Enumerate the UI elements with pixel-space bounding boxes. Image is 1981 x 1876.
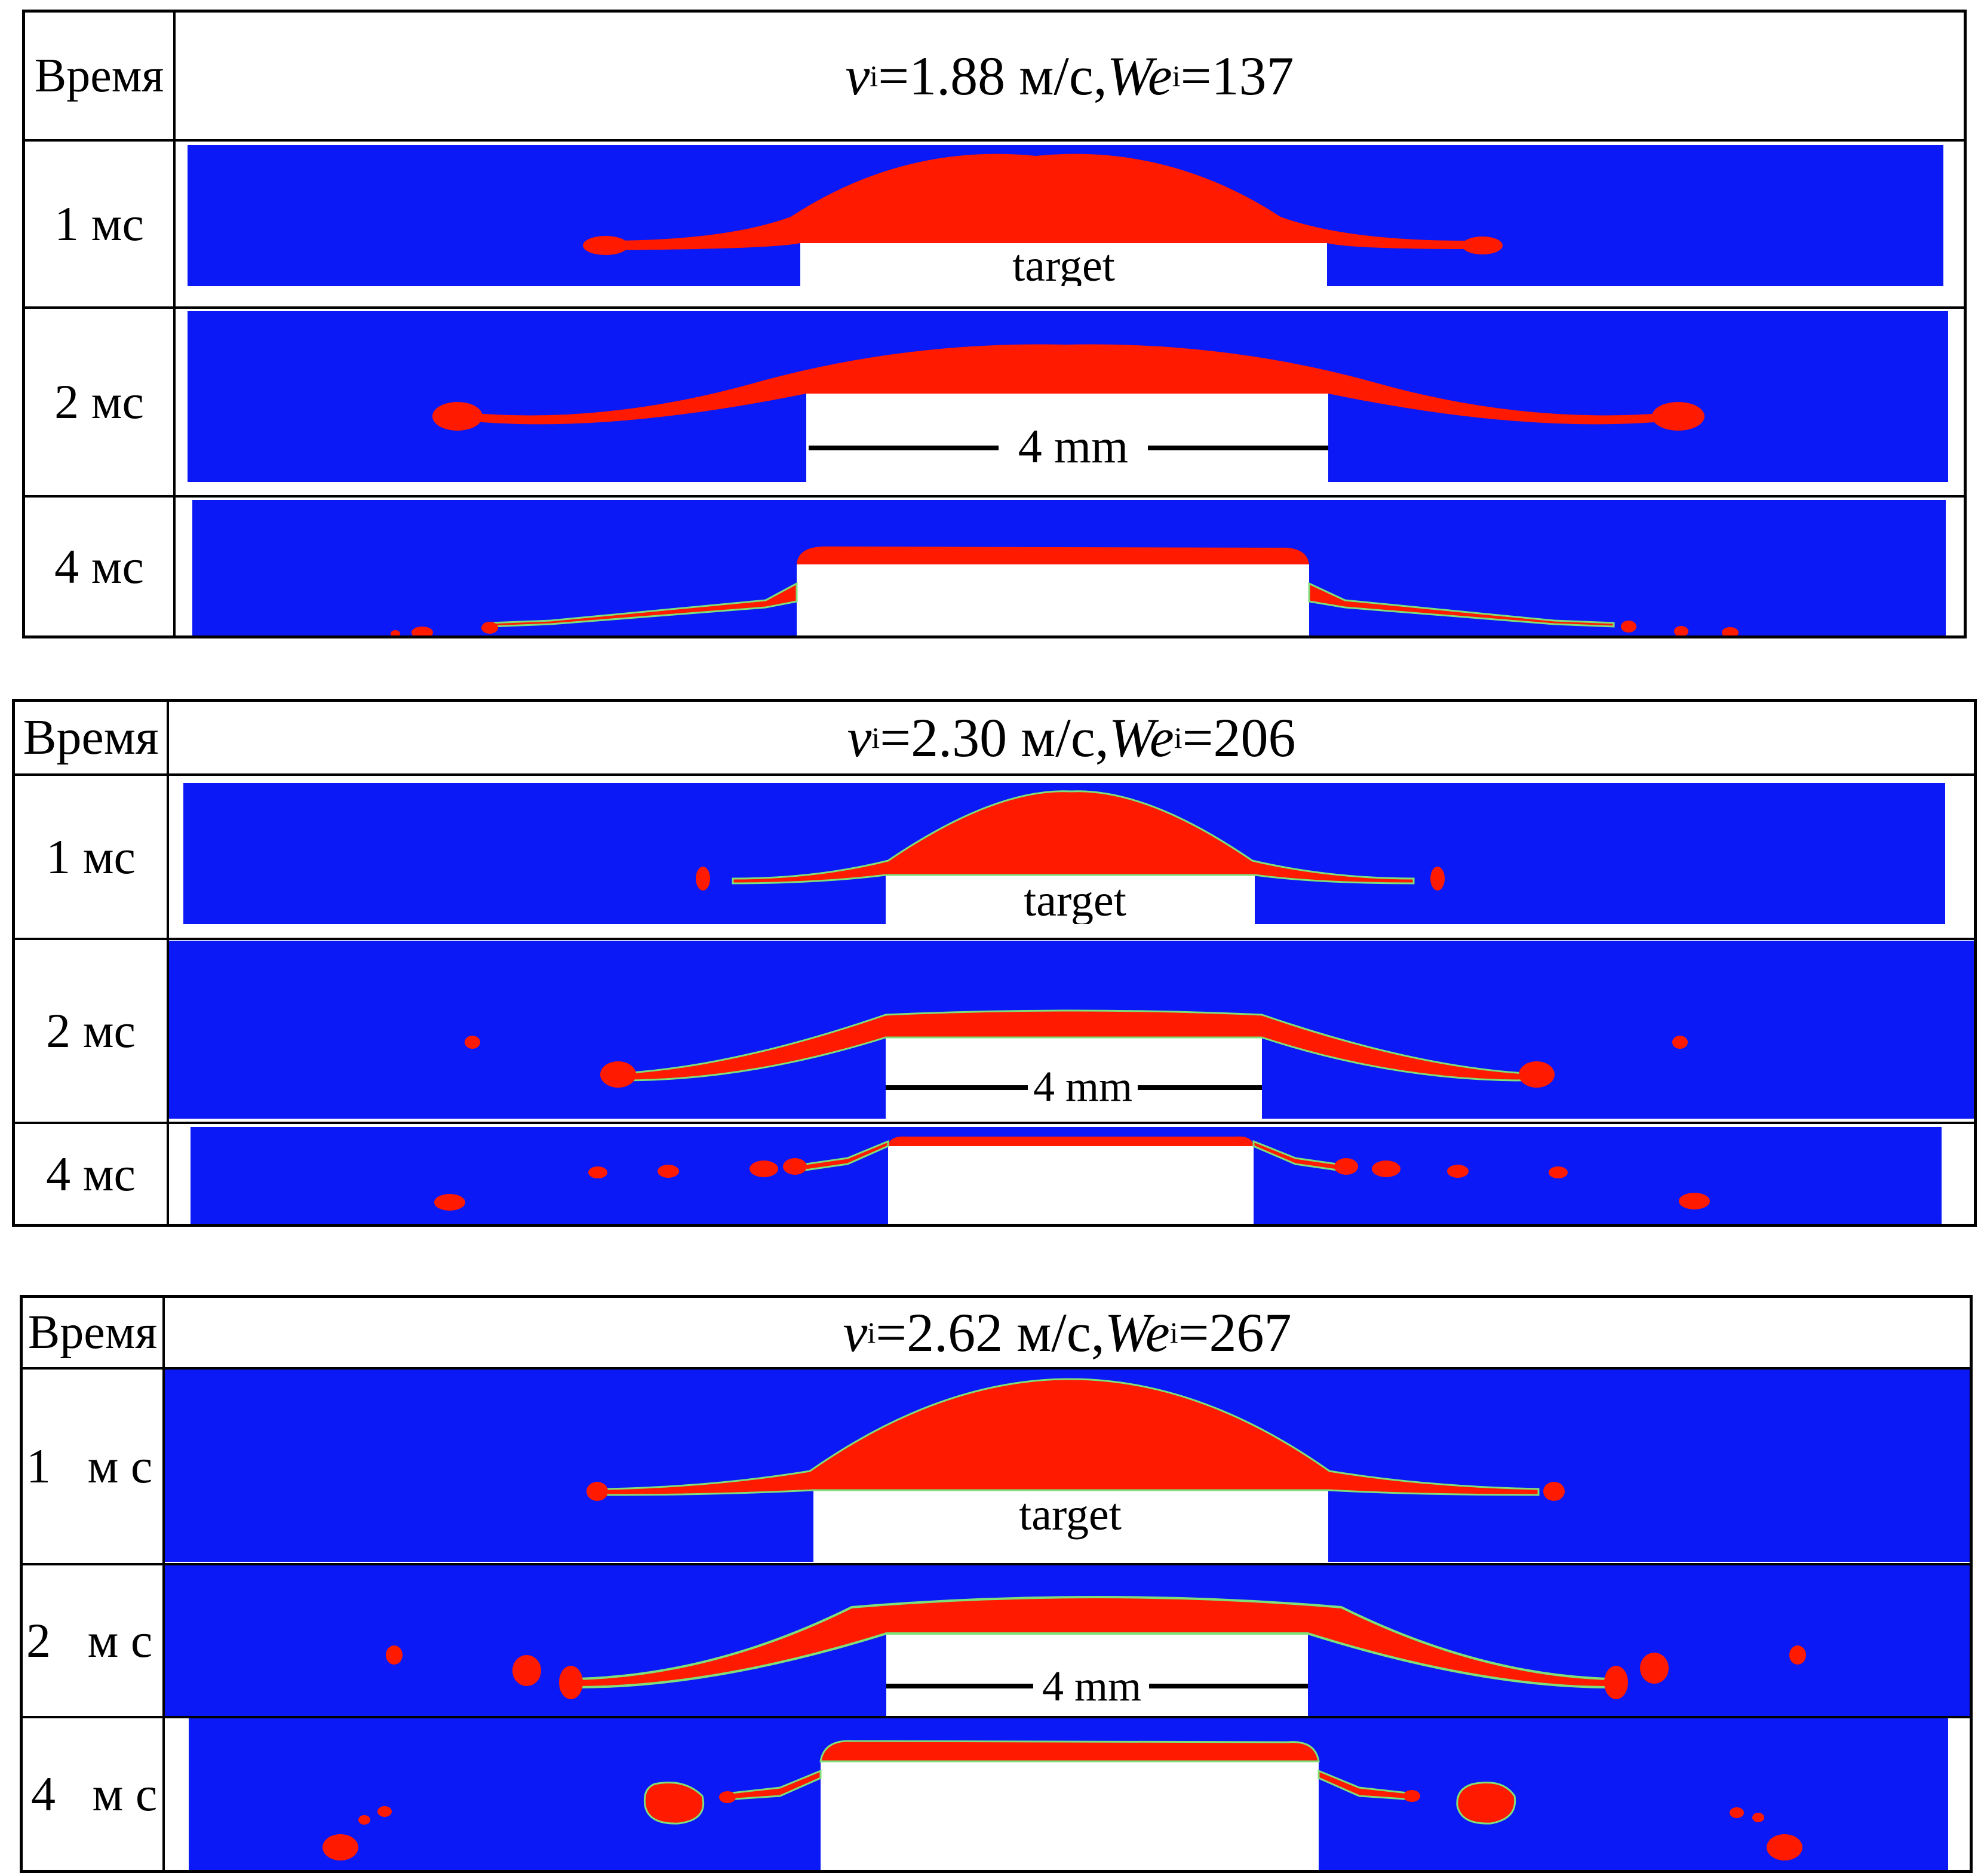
panel-1: Время v i =1.88 м/с, We i =137 1 мс 2 мс 4 м… (22, 10, 1967, 638)
satellite-droplet (1403, 1790, 1420, 1802)
target-label: target (1012, 241, 1115, 286)
panel-title: v i =2.30 м/с, We i =206 (847, 707, 1296, 768)
target-block (886, 1037, 1262, 1119)
rim-droplet (1462, 237, 1503, 254)
scale-label: 4 mm (1018, 420, 1128, 473)
rim-droplet (586, 1482, 608, 1501)
satellite-droplet (512, 1655, 541, 1686)
satellite-droplet (465, 1036, 480, 1049)
satellite-droplet (1672, 1036, 1688, 1049)
time-label: 1 мс (46, 829, 136, 884)
satellite-droplet (719, 1791, 736, 1803)
time-label: 4 м с (31, 1767, 158, 1821)
time-label: 4 мс (54, 539, 144, 594)
satellite-droplet (1767, 1834, 1802, 1860)
satellite-droplet (411, 627, 433, 635)
target-label: target (1019, 1490, 1122, 1540)
scale-label: 4 mm (1042, 1662, 1141, 1710)
satellite-droplet (1722, 627, 1739, 635)
scale-label: 4 mm (1033, 1063, 1132, 1110)
target-block (886, 875, 1255, 924)
satellite-droplet (643, 1782, 705, 1825)
satellite-droplet (1372, 1160, 1400, 1177)
droplet-film (1308, 582, 1615, 628)
satellite-droplet (1789, 1645, 1806, 1665)
droplet-lamella (576, 1596, 1611, 1689)
simulation-frame: 4 mm (169, 941, 1974, 1119)
satellite-droplet (1679, 1193, 1710, 1209)
rim-droplet (583, 236, 628, 255)
target-block (888, 1146, 1254, 1224)
satellite-droplet (783, 1158, 807, 1175)
droplet-lamella (468, 344, 1669, 425)
rim-droplet (600, 1061, 636, 1088)
satellite-droplet (358, 1815, 370, 1825)
satellite-droplet (696, 867, 710, 891)
satellite-droplet (750, 1160, 778, 1177)
panel-title: v i =2.62 м/с, We i =267 (843, 1302, 1292, 1363)
simulation-frame: target (183, 783, 1945, 924)
time-label: 4 мс (46, 1146, 136, 1201)
simulation-frame: 4 mm (188, 311, 1948, 482)
rim-droplet (559, 1666, 583, 1699)
droplet-lamella (606, 1378, 1540, 1496)
simulation-frame (192, 500, 1946, 635)
satellite-droplet (434, 1194, 465, 1211)
time-label: 2 мс (54, 374, 144, 429)
satellite-droplet (1752, 1813, 1764, 1822)
satellite-droplet (1430, 867, 1445, 891)
rim-droplet (1604, 1666, 1628, 1699)
time-column-header: Время (34, 50, 164, 102)
rim-droplet (1652, 402, 1704, 431)
rim-droplet (1519, 1061, 1555, 1088)
simulation-frame: target (165, 1370, 1970, 1562)
rim-droplet (432, 402, 483, 431)
satellite-droplet (588, 1166, 607, 1178)
satellite-droplet (481, 622, 498, 634)
satellite-droplet (1674, 626, 1688, 635)
droplet-film (888, 1136, 1254, 1146)
satellite-droplet (1640, 1653, 1669, 1684)
satellite-droplet (391, 630, 400, 635)
droplet-lamella (732, 790, 1415, 885)
simulation-frame (191, 1127, 1942, 1224)
panel-title: v i =1.88 м/с, We i =137 (845, 45, 1294, 106)
satellite-droplet (377, 1806, 392, 1817)
target-block (886, 1634, 1308, 1716)
time-label: 2 мс (46, 1003, 136, 1058)
target-label: target (1024, 876, 1126, 924)
simulation-frame: 4 mm (165, 1565, 1970, 1716)
time-column-header: Время (27, 1306, 158, 1359)
droplet-lamella (622, 1009, 1526, 1082)
target-block (800, 243, 1327, 286)
satellite-droplet (323, 1834, 358, 1860)
simulation-frame (189, 1718, 1948, 1870)
satellite-droplet (1447, 1165, 1469, 1178)
satellite-droplet (1334, 1158, 1358, 1175)
rim-droplet (1543, 1482, 1565, 1501)
satellite-droplet (1549, 1166, 1568, 1178)
panel-2: Время v i =2.30 м/с, We i =206 1 мс 2 мс 4 м… (12, 699, 1977, 1227)
time-label: 2 м с (26, 1613, 153, 1668)
time-label: 1 м с (26, 1439, 153, 1493)
satellite-droplet (1730, 1807, 1744, 1818)
droplet-film (819, 1740, 1320, 1763)
droplet-lamella (585, 153, 1492, 250)
droplet-film (797, 546, 1309, 564)
time-column-header: Время (23, 709, 159, 765)
time-label: 1 мс (54, 196, 144, 251)
satellite-droplet (1621, 621, 1636, 633)
simulation-frame: target (188, 145, 1943, 286)
target-block (806, 394, 1328, 482)
target-block (797, 564, 1309, 635)
target-block (813, 1490, 1328, 1562)
satellite-droplet (386, 1645, 403, 1665)
panel-3: Время v i =2.62 м/с, We i =267 1 м с 2 м с 4… (20, 1295, 1973, 1873)
satellite-droplet (1456, 1782, 1516, 1825)
satellite-droplet (658, 1165, 679, 1178)
target-block (821, 1761, 1319, 1870)
